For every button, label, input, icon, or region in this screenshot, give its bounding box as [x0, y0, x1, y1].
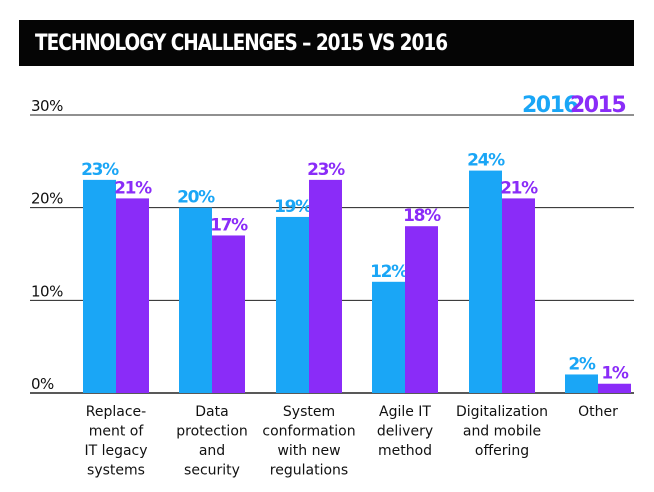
category-label: and	[199, 443, 225, 459]
category-label: protection	[176, 424, 248, 440]
category-label: delivery	[377, 424, 433, 440]
title-bar: TECHNOLOGY CHALLENGES – 2015 VS 2016	[19, 20, 634, 66]
category-label: method	[378, 443, 432, 459]
data-label-2016: 2%	[568, 354, 596, 374]
bar-2015	[405, 226, 438, 393]
bar-2016	[276, 216, 309, 393]
bar-2016	[469, 170, 502, 393]
legend-entry-2016: 2016	[522, 93, 578, 118]
data-label-2016: 19%	[274, 197, 312, 217]
category-label: System	[283, 404, 335, 420]
category-label: systems	[87, 463, 145, 479]
legend-entry-2015: 2015	[570, 93, 625, 118]
data-label-2015: 17%	[210, 215, 248, 235]
bar-2015	[116, 198, 149, 393]
y-tick-label: 10%	[31, 282, 63, 300]
data-label-2015: 21%	[114, 178, 152, 198]
category-label: Replace-	[86, 404, 146, 420]
bar-2016	[83, 179, 116, 393]
data-label-2015: 1%	[601, 364, 629, 384]
category-label: offering	[475, 443, 529, 459]
bar-2015	[502, 198, 535, 393]
y-tick-label: 20%	[31, 190, 63, 208]
bar-2015	[309, 179, 342, 393]
category-label: ment of	[89, 424, 145, 440]
category-label: Other	[578, 404, 618, 420]
data-label-2016: 24%	[467, 151, 505, 171]
category-label: and mobile	[463, 424, 541, 440]
y-tick-label: 30%	[31, 97, 63, 115]
category-label: with new	[277, 443, 340, 459]
data-label-2015: 23%	[307, 160, 345, 180]
category-label: IT legacy	[84, 443, 147, 459]
bar-2016	[179, 207, 212, 393]
category-label: security	[184, 463, 240, 479]
bar-2016	[565, 374, 598, 393]
data-label-2015: 21%	[500, 178, 538, 198]
category-label: Agile IT	[379, 404, 431, 420]
category-label: conformation	[262, 424, 355, 440]
data-label-2016: 23%	[81, 160, 119, 180]
data-label-2015: 18%	[403, 206, 441, 226]
category-label: Data	[195, 404, 228, 420]
bar-2016	[372, 281, 405, 393]
bar-2015	[598, 383, 631, 393]
category-label: Digitalization	[456, 404, 548, 420]
chart-title: TECHNOLOGY CHALLENGES – 2015 VS 2016	[35, 31, 448, 56]
y-tick-label: 0%	[31, 375, 54, 393]
bar-2015	[212, 235, 245, 393]
data-label-2016: 20%	[177, 188, 215, 208]
data-label-2016: 12%	[370, 262, 408, 282]
category-label: regulations	[270, 463, 348, 479]
